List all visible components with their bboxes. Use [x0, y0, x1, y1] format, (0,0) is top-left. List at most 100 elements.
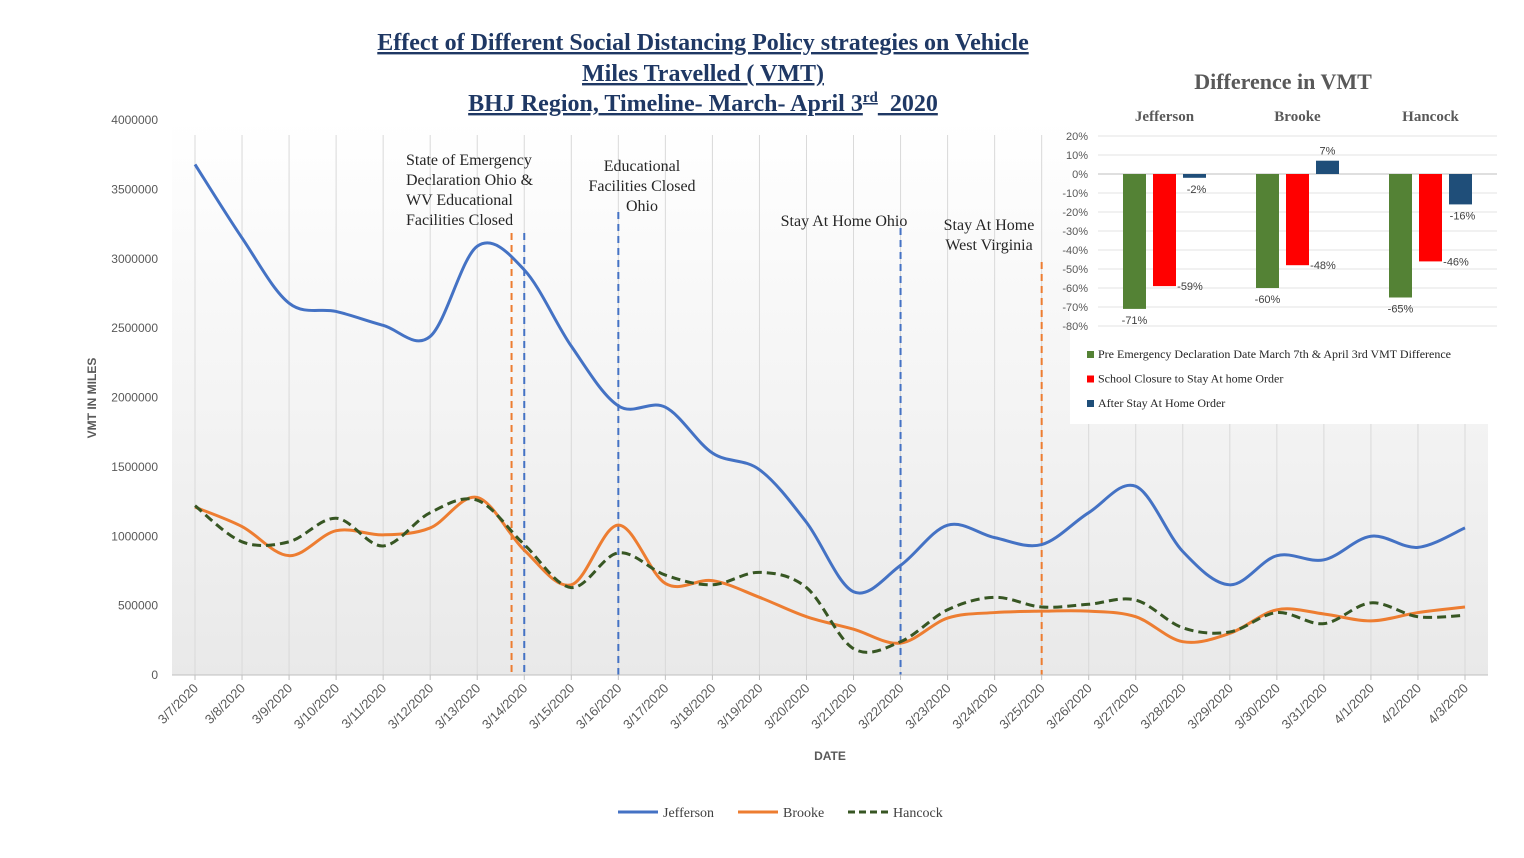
x-tick-label-3-16-2020: 3/16/2020	[573, 681, 625, 733]
x-tick-label-3-18-2020: 3/18/2020	[667, 681, 719, 733]
bar-category-jefferson: Jefferson	[1135, 109, 1195, 125]
event-annotation-3-line-1: Educational	[604, 158, 681, 175]
event-annotation-4-line-1: Stay At Home Ohio	[781, 213, 908, 230]
x-tick-label-3-25-2020: 3/25/2020	[996, 681, 1048, 733]
y-tick-label-3000000: 3000000	[111, 252, 158, 266]
chart-title: Effect of Different Social Distancing Po…	[377, 30, 1029, 117]
bar-y-tick-30: -30%	[1062, 226, 1088, 238]
bar-data-label-brooke-school-closure-to-stay-at-home-order: -48%	[1310, 260, 1336, 272]
bar-y-tick-50: -50%	[1062, 264, 1088, 276]
x-tick-label-4-3-2020: 4/3/2020	[1425, 681, 1471, 727]
x-tick-label-3-30-2020: 3/30/2020	[1231, 681, 1283, 733]
bar-hancock-pre-emergency-declaration-date-march-7th-april-3rd-vmt-difference	[1389, 174, 1412, 298]
line-series	[193, 163, 1466, 654]
bar-legend: Pre Emergency Declaration Date March 7th…	[1087, 347, 1451, 410]
event-annotation-5-line-1: Stay At Home	[944, 217, 1035, 234]
x-tick-label-3-10-2020: 3/10/2020	[291, 681, 343, 733]
bar-legend-label-2: School Closure to Stay At home Order	[1098, 372, 1283, 386]
y-tick-label-500000: 500000	[118, 599, 158, 613]
bar-legend-swatch-3	[1087, 400, 1094, 407]
x-tick-label-3-26-2020: 3/26/2020	[1043, 681, 1095, 733]
y-tick-label-2000000: 2000000	[111, 391, 158, 405]
bar-y-tick-20: 20%	[1066, 131, 1088, 143]
x-tick-label-3-19-2020: 3/19/2020	[714, 681, 766, 733]
bar-data-label-jefferson-pre-emergency-declaration-date-march-7th-april-3rd-vmt-difference: -71%	[1122, 315, 1148, 327]
bar-jefferson-after-stay-at-home-order	[1183, 174, 1206, 178]
legend-label-jefferson: Jefferson	[663, 806, 714, 821]
bar-legend-swatch-1	[1087, 351, 1094, 358]
bar-hancock-school-closure-to-stay-at-home-order	[1419, 174, 1442, 262]
x-tick-label-3-15-2020: 3/15/2020	[526, 681, 578, 733]
x-axis-ticks: 3/7/2020 3/8/2020 3/9/20203/10/20203/11/20…	[155, 675, 1471, 732]
chart-title-line-3-sup: rd	[863, 90, 879, 106]
x-tick-label-3-22-2020: 3/22/2020	[855, 681, 907, 733]
chart-title-line-3-tail: 2020	[878, 91, 938, 117]
x-tick-label-3-9-2020: 3/9/2020	[249, 681, 295, 727]
event-annotation-5-line-2: West Virginia	[945, 237, 1032, 254]
bar-y-tick-80: -80%	[1062, 321, 1088, 333]
x-tick-label-4-2-2020: 4/2/2020	[1378, 681, 1424, 727]
chart-title-line-3: BHJ Region, Timeline- March- April 3rd 2…	[468, 90, 938, 117]
bar-y-tick-40: -40%	[1062, 245, 1088, 257]
inset-bar-chart: Difference in VMT 20% 10% 0% -10% -20% -30% -4…	[1062, 62, 1502, 424]
y-axis-ticks: 0 500000 1000000 1500000 2000000 2500000 30000…	[111, 113, 158, 682]
bar-y-tick-70: -70%	[1062, 302, 1088, 314]
x-tick-label-3-27-2020: 3/27/2020	[1090, 681, 1142, 733]
x-tick-label-3-23-2020: 3/23/2020	[902, 681, 954, 733]
event-annotation-1-line-4: Facilities Closed	[406, 212, 513, 229]
bar-y-tick-20: -20%	[1062, 207, 1088, 219]
bar-y-tick-10: 10%	[1066, 150, 1088, 162]
line-legend: Jefferson Brooke Hancock	[618, 806, 943, 821]
inset-title: Difference in VMT	[1194, 69, 1372, 94]
x-tick-label-3-29-2020: 3/29/2020	[1184, 681, 1236, 733]
x-tick-label-3-28-2020: 3/28/2020	[1137, 681, 1189, 733]
bar-data-label-brooke-after-stay-at-home-order: 7%	[1320, 146, 1336, 158]
series-line-jefferson	[193, 163, 1466, 595]
bar-y-tick-10: -10%	[1062, 188, 1088, 200]
bar-data-label-jefferson-school-closure-to-stay-at-home-order: -59%	[1177, 281, 1203, 293]
x-tick-label-3-31-2020: 3/31/2020	[1279, 681, 1331, 733]
y-tick-label-3500000: 3500000	[111, 182, 158, 196]
x-axis-label: DATE	[814, 749, 846, 763]
chart-title-line-1: Effect of Different Social Distancing Po…	[377, 30, 1029, 56]
bar-brooke-after-stay-at-home-order	[1316, 160, 1339, 174]
x-tick-label-3-11-2020: 3/11/2020	[338, 681, 389, 732]
bar-data-label-hancock-school-closure-to-stay-at-home-order: -46%	[1443, 256, 1469, 268]
bar-legend-swatch-2	[1087, 375, 1094, 383]
legend-label-brooke: Brooke	[783, 806, 824, 821]
bar-category-hancock: Hancock	[1402, 109, 1459, 125]
chart-title-line-2: Miles Travelled ( VMT)	[582, 61, 824, 87]
x-tick-label-3-24-2020: 3/24/2020	[949, 681, 1001, 733]
event-annotation-1-line-1: State of Emergency	[406, 152, 532, 169]
chart-title-line-3-main: BHJ Region, Timeline- March- April 3	[468, 91, 863, 117]
x-tick-label-3-12-2020: 3/12/2020	[385, 681, 437, 733]
bar-brooke-pre-emergency-declaration-date-march-7th-april-3rd-vmt-difference	[1256, 174, 1279, 288]
bar-data-label-jefferson-after-stay-at-home-order: -2%	[1187, 184, 1207, 196]
event-annotation-1-line-2: Declaration Ohio &	[406, 172, 534, 189]
bar-brooke-school-closure-to-stay-at-home-order	[1286, 174, 1309, 266]
x-tick-label-3-14-2020: 3/14/2020	[479, 681, 531, 733]
bar-category-brooke: Brooke	[1274, 109, 1321, 125]
event-annotation-3-line-3: Ohio	[626, 198, 658, 215]
bar-legend-label-1: Pre Emergency Declaration Date March 7th…	[1098, 347, 1451, 361]
x-tick-label-3-21-2020: 3/21/2020	[808, 681, 860, 733]
bar-y-tick-60: -60%	[1062, 283, 1088, 295]
y-axis-label: VMT IN MILES	[85, 358, 99, 439]
y-tick-label-4000000: 4000000	[111, 113, 158, 127]
bar-y-tick-0: 0%	[1072, 169, 1088, 181]
x-tick-label-3-7-2020: 3/7/2020	[155, 681, 201, 727]
x-tick-label-3-20-2020: 3/20/2020	[761, 681, 813, 733]
bar-hancock-after-stay-at-home-order	[1449, 174, 1472, 205]
x-tick-label-3-8-2020: 3/8/2020	[202, 681, 248, 727]
y-tick-label-1000000: 1000000	[111, 529, 158, 543]
x-tick-label-4-1-2020: 4/1/2020	[1331, 681, 1377, 727]
bar-legend-label-3: After Stay At Home Order	[1098, 396, 1225, 410]
bar-data-label-brooke-pre-emergency-declaration-date-march-7th-april-3rd-vmt-difference: -60%	[1255, 294, 1281, 306]
y-tick-label-1500000: 1500000	[111, 460, 158, 474]
bar-data-label-hancock-pre-emergency-declaration-date-march-7th-april-3rd-vmt-difference: -65%	[1388, 304, 1414, 316]
bar-jefferson-school-closure-to-stay-at-home-order	[1153, 174, 1176, 287]
bar-category-labels: Jefferson Brooke Hancock	[1135, 109, 1460, 125]
y-tick-label-2500000: 2500000	[111, 321, 158, 335]
event-annotation-3-line-2: Facilities Closed	[588, 178, 695, 195]
